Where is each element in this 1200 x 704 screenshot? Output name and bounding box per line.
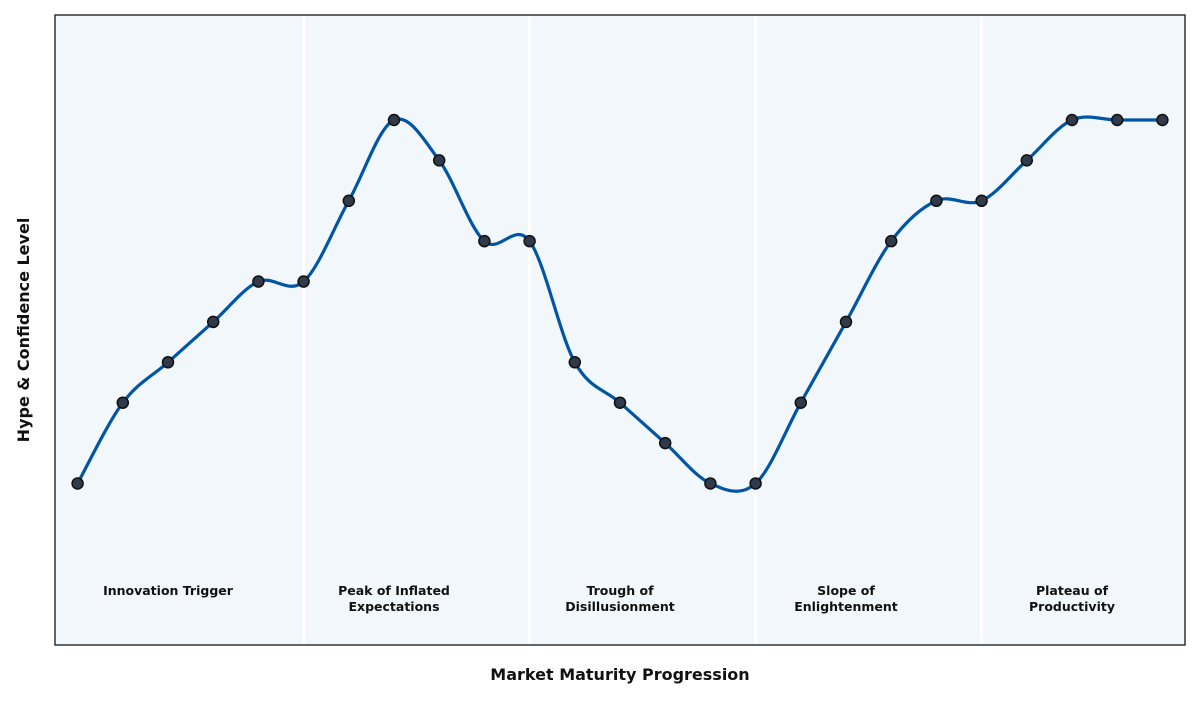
x-axis-title: Market Maturity Progression — [490, 665, 749, 684]
data-point — [704, 477, 717, 490]
data-point — [71, 477, 84, 490]
data-markers — [71, 113, 1169, 490]
data-point — [613, 396, 627, 409]
data-point — [1065, 113, 1079, 127]
data-point — [975, 194, 988, 208]
data-point — [432, 154, 446, 167]
data-point — [116, 396, 130, 409]
data-point — [1110, 113, 1124, 127]
data-point — [1156, 113, 1169, 127]
phase-label: Slope of Enlightenment — [794, 583, 898, 614]
data-point — [930, 194, 943, 208]
data-point — [478, 234, 491, 248]
phase-label: Peak of Inflated Expectations — [338, 583, 450, 614]
data-point — [794, 396, 808, 409]
data-point — [297, 275, 310, 288]
data-point — [1020, 154, 1034, 167]
data-point — [884, 234, 898, 248]
y-axis-title: Hype & Confidence Level — [14, 218, 33, 443]
data-point — [839, 315, 853, 329]
phase-dividers — [302, 15, 984, 645]
data-point — [568, 356, 582, 369]
data-point — [387, 113, 401, 127]
data-point — [523, 234, 536, 248]
data-point — [161, 356, 175, 369]
plot-background — [55, 15, 1185, 645]
data-point — [206, 315, 220, 329]
data-point — [252, 275, 265, 288]
phase-label: Trough of Disillusionment — [565, 583, 674, 614]
data-point — [342, 194, 356, 208]
phase-label: Innovation Trigger — [103, 583, 234, 598]
data-point — [749, 477, 762, 490]
phase-labels: Innovation Trigger Peak of Inflated Expect… — [103, 583, 1115, 614]
data-point — [658, 436, 672, 450]
plot-frame — [54, 14, 1186, 646]
phase-label: Plateau of Productivity — [1029, 583, 1115, 614]
